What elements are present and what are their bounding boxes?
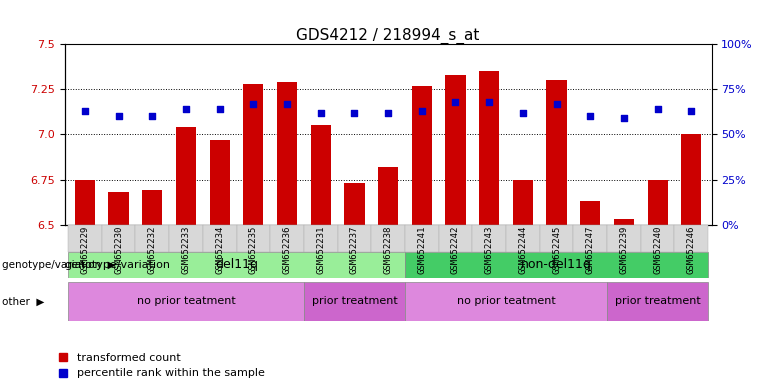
- Text: GSM652243: GSM652243: [485, 226, 494, 274]
- Bar: [479, 71, 499, 225]
- Bar: [412, 86, 432, 225]
- Bar: [445, 75, 466, 225]
- Bar: [674, 225, 708, 252]
- Text: non-del11q: non-del11q: [521, 258, 592, 271]
- Point: [517, 110, 529, 116]
- Bar: [176, 127, 196, 225]
- Bar: [237, 225, 270, 252]
- Bar: [473, 225, 506, 252]
- Text: genotype/variation  ▶: genotype/variation ▶: [2, 260, 115, 270]
- Bar: [109, 192, 129, 225]
- Text: GSM652238: GSM652238: [384, 226, 393, 274]
- Bar: [405, 282, 607, 321]
- Text: no prior teatment: no prior teatment: [136, 296, 235, 306]
- Bar: [580, 201, 600, 225]
- Bar: [68, 282, 304, 321]
- Bar: [405, 252, 708, 278]
- Text: GSM652232: GSM652232: [148, 226, 157, 274]
- Text: GSM652247: GSM652247: [586, 226, 595, 274]
- Bar: [607, 282, 708, 321]
- Text: GSM652240: GSM652240: [653, 226, 662, 274]
- Text: GSM652245: GSM652245: [552, 226, 561, 274]
- Point: [550, 101, 562, 107]
- Bar: [310, 126, 331, 225]
- Bar: [277, 82, 297, 225]
- Bar: [573, 225, 607, 252]
- Bar: [614, 219, 634, 225]
- Point: [618, 115, 630, 121]
- Point: [146, 113, 158, 119]
- Point: [281, 101, 293, 107]
- Bar: [681, 134, 702, 225]
- Bar: [102, 225, 135, 252]
- Point: [450, 99, 462, 105]
- Point: [247, 101, 260, 107]
- Text: genotype/variation: genotype/variation: [65, 260, 170, 270]
- Point: [113, 113, 125, 119]
- Bar: [513, 180, 533, 225]
- Bar: [135, 225, 169, 252]
- Point: [79, 108, 91, 114]
- Bar: [438, 225, 473, 252]
- Text: other  ▶: other ▶: [2, 296, 44, 306]
- Point: [483, 99, 495, 105]
- Bar: [209, 140, 230, 225]
- Point: [584, 113, 597, 119]
- Bar: [338, 225, 371, 252]
- Title: GDS4212 / 218994_s_at: GDS4212 / 218994_s_at: [297, 28, 479, 44]
- Bar: [75, 180, 95, 225]
- Text: GSM652229: GSM652229: [81, 226, 89, 274]
- Bar: [378, 167, 398, 225]
- Bar: [203, 225, 237, 252]
- Bar: [371, 225, 405, 252]
- Text: GSM652244: GSM652244: [518, 226, 527, 274]
- Bar: [546, 80, 567, 225]
- Point: [651, 106, 664, 112]
- Bar: [506, 225, 540, 252]
- Point: [349, 110, 361, 116]
- Point: [314, 110, 326, 116]
- Bar: [641, 225, 674, 252]
- Point: [685, 108, 697, 114]
- Text: GSM652231: GSM652231: [317, 226, 325, 274]
- Point: [180, 106, 192, 112]
- Legend: transformed count, percentile rank within the sample: transformed count, percentile rank withi…: [59, 353, 265, 379]
- Point: [214, 106, 226, 112]
- Bar: [169, 225, 203, 252]
- Bar: [68, 225, 102, 252]
- Bar: [344, 183, 365, 225]
- Bar: [304, 282, 405, 321]
- Bar: [540, 225, 573, 252]
- Bar: [142, 190, 162, 225]
- Point: [382, 110, 394, 116]
- Text: GSM652234: GSM652234: [215, 226, 224, 274]
- Text: GSM652230: GSM652230: [114, 226, 123, 274]
- Text: GSM652235: GSM652235: [249, 226, 258, 274]
- Bar: [68, 252, 405, 278]
- Bar: [607, 225, 641, 252]
- Text: GSM652236: GSM652236: [282, 226, 291, 274]
- Text: del11q: del11q: [215, 258, 258, 271]
- Bar: [244, 84, 263, 225]
- Text: GSM652242: GSM652242: [451, 226, 460, 274]
- Text: GSM652239: GSM652239: [619, 226, 629, 274]
- Text: GSM652233: GSM652233: [181, 226, 190, 274]
- Bar: [270, 225, 304, 252]
- Text: no prior teatment: no prior teatment: [457, 296, 556, 306]
- Text: GSM652241: GSM652241: [417, 226, 426, 274]
- Text: GSM652237: GSM652237: [350, 226, 359, 274]
- Bar: [648, 180, 667, 225]
- Point: [416, 108, 428, 114]
- Bar: [304, 225, 338, 252]
- Text: GSM652246: GSM652246: [687, 226, 696, 274]
- Bar: [405, 225, 438, 252]
- Text: prior treatment: prior treatment: [615, 296, 701, 306]
- Text: prior treatment: prior treatment: [311, 296, 397, 306]
